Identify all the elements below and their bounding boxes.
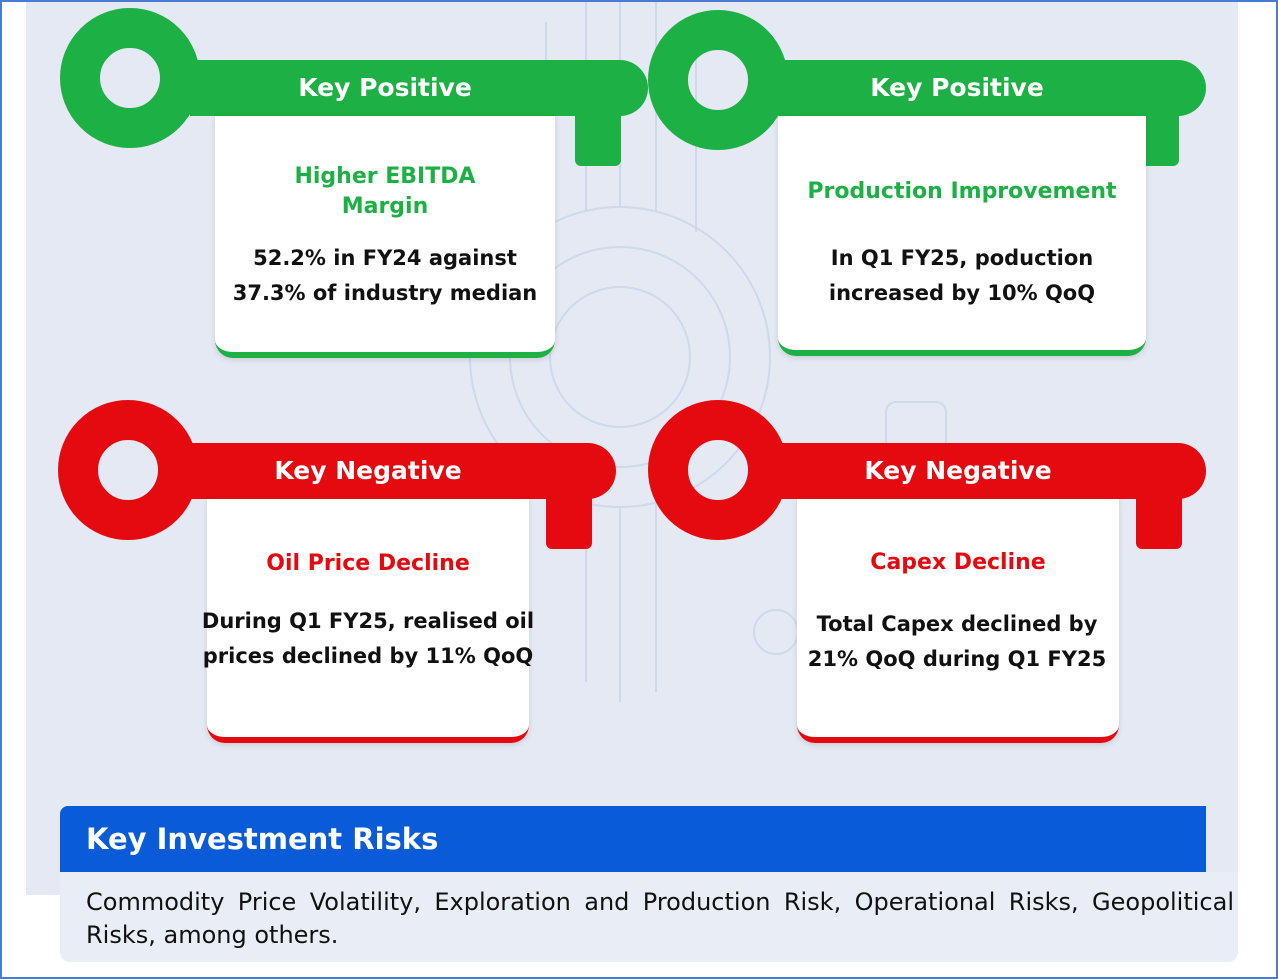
key-tag-label: Key Negative — [864, 456, 1052, 485]
risks-header-tab — [1206, 806, 1238, 872]
key-shaft — [778, 60, 1206, 116]
risks-heading: Key Investment Risks — [86, 822, 439, 856]
card-title: Production Improvement — [807, 179, 1117, 204]
key-tooth — [1136, 493, 1182, 549]
key-shaft — [190, 60, 648, 116]
card-capex-decline: Capex Decline Total Capex declined by 21… — [797, 499, 1119, 743]
key-tag-label: Key Positive — [298, 73, 472, 102]
key-tooth — [575, 110, 621, 166]
risks-body: Commodity Price Volatility, Exploration … — [60, 872, 1238, 962]
key-shaft — [778, 443, 1206, 499]
key-ring-icon — [60, 8, 200, 148]
key-ring-icon — [58, 400, 198, 540]
card-body: In Q1 FY25, poduction increased by 10% Q… — [828, 246, 1096, 305]
key-ring-icon — [648, 400, 788, 540]
card-oil-price-decline: Oil Price Decline During Q1 FY25, realis… — [202, 499, 534, 743]
key-shaft — [188, 443, 616, 499]
card-title: Capex Decline — [870, 550, 1046, 575]
key-ring-icon — [648, 10, 788, 150]
card-title: Higher EBITDA Margin — [294, 164, 476, 219]
key-tag-label: Key Negative — [274, 456, 462, 485]
card-higher-ebitda: Higher EBITDA Margin 52.2% in FY24 again… — [215, 116, 555, 358]
risks-text: Commodity Price Volatility, Exploration … — [86, 888, 1234, 949]
key-tag-label: Key Positive — [870, 73, 1044, 102]
card-title: Oil Price Decline — [266, 551, 470, 576]
risks-header: Key Investment Risks — [60, 806, 1206, 872]
card-body: 52.2% in FY24 against 37.3% of industry … — [232, 246, 538, 305]
key-tooth — [546, 493, 592, 549]
card-body: During Q1 FY25, realised oil prices decl… — [201, 609, 535, 668]
card-body: Total Capex declined by 21% QoQ during Q… — [807, 612, 1107, 671]
card-production-improvement: Production Improvement In Q1 FY25, poduc… — [778, 116, 1146, 356]
